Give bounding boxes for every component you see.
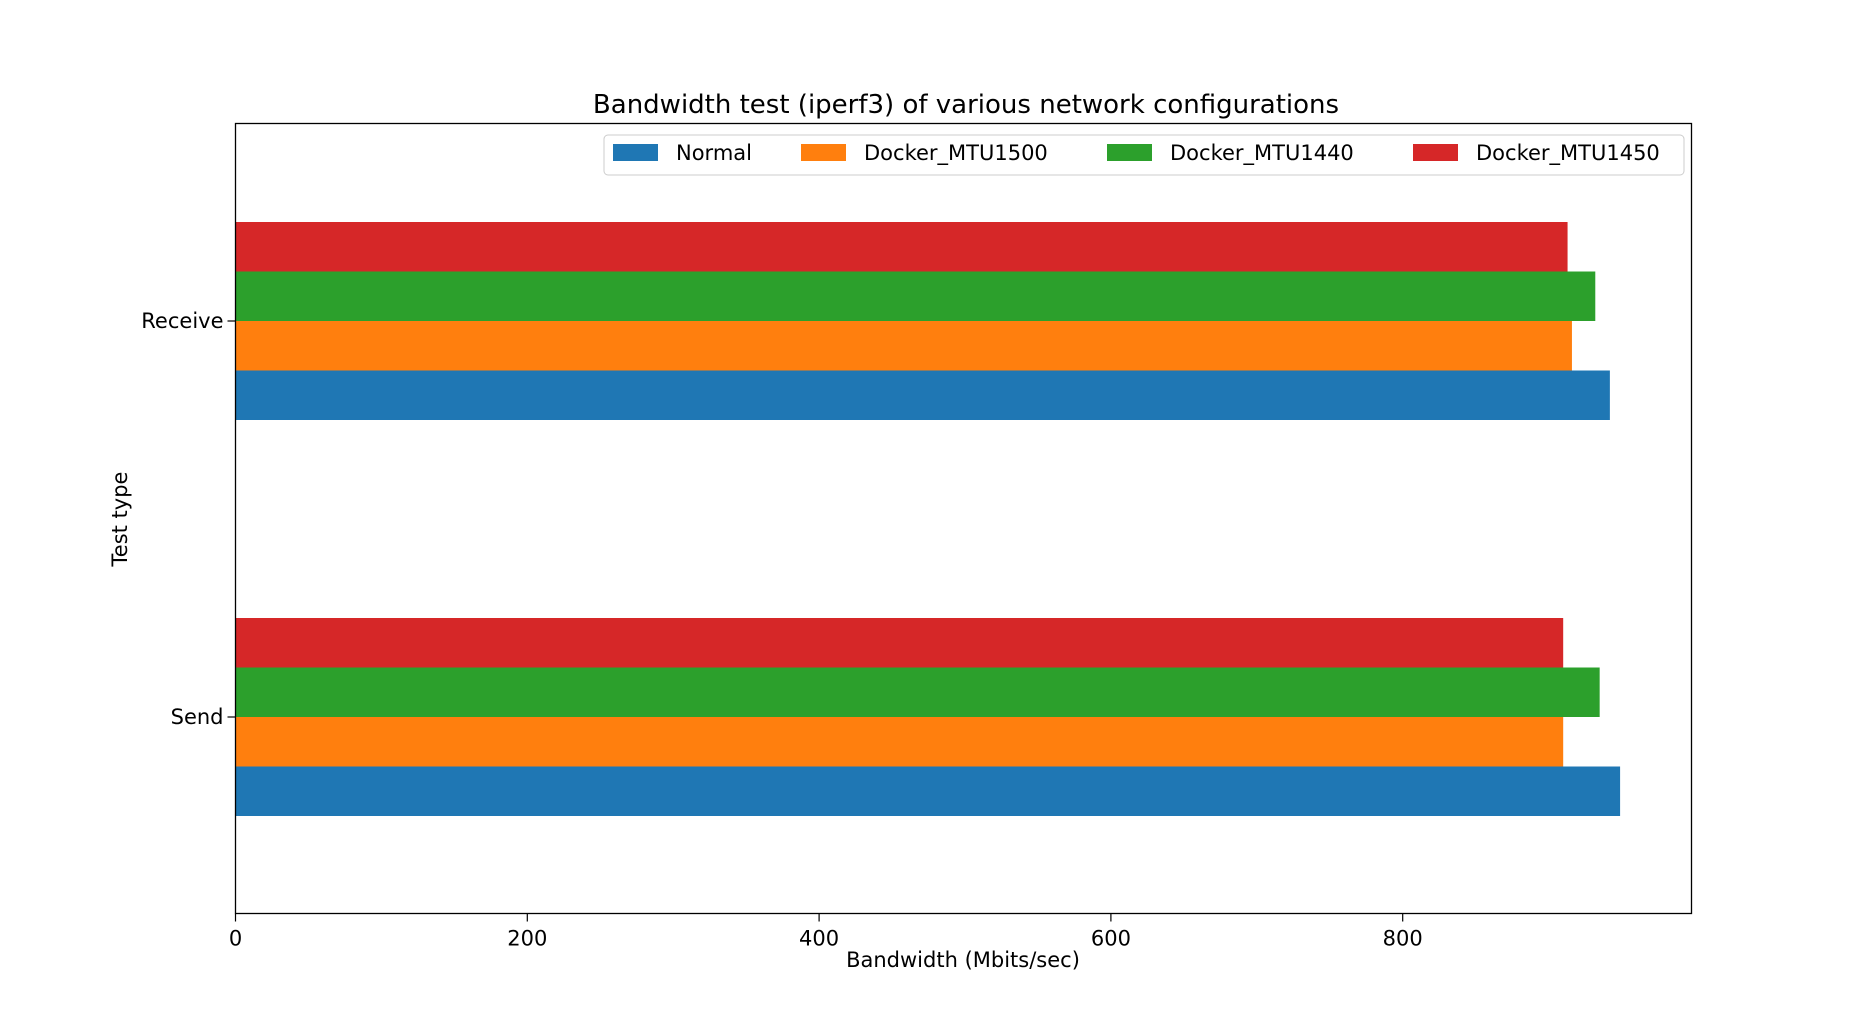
bar-send-docker-mtu1440 [235,667,1600,717]
legend-label-docker-mtu1450: Docker_MTU1450 [1476,141,1660,166]
x-tick-label: 0 [229,927,242,951]
x-tick-label: 600 [1091,927,1131,951]
x-axis: 0 200 400 600 800 [229,913,1423,951]
legend-label-docker-mtu1500: Docker_MTU1500 [864,141,1048,166]
bar-send-docker-mtu1500 [235,717,1564,767]
x-tick-label: 200 [507,927,547,951]
bar-receive-docker-mtu1440 [235,271,1596,321]
bars-layer [235,222,1621,816]
bar-receive-docker-mtu1500 [235,321,1572,371]
legend-swatch-docker-mtu1500 [801,144,846,161]
y-tick-label-receive: Receive [141,309,223,333]
bar-send-normal [235,766,1621,816]
legend-swatch-docker-mtu1450 [1413,144,1458,161]
bar-receive-docker-mtu1450 [235,222,1568,272]
bar-send-docker-mtu1450 [235,618,1564,668]
legend-swatch-docker-mtu1440 [1107,144,1152,161]
y-axis-label: Test type [108,472,132,568]
legend: Normal Docker_MTU1500 Docker_MTU1440 Docker… [603,134,1685,176]
chart-title: Bandwidth test (iperf3) of various netwo… [593,90,1339,120]
legend-swatch-normal [613,144,658,161]
bar-receive-normal [235,370,1610,420]
y-axis: Send Receive [141,309,236,729]
x-tick-label: 400 [799,927,839,951]
plot-frame [234,122,1693,915]
x-tick-label: 800 [1383,927,1423,951]
legend-label-normal: Normal [676,141,752,165]
x-axis-label: Bandwidth (Mbits/sec) [846,948,1080,972]
legend-label-docker-mtu1440: Docker_MTU1440 [1170,141,1354,166]
y-tick-label-send: Send [171,705,224,729]
